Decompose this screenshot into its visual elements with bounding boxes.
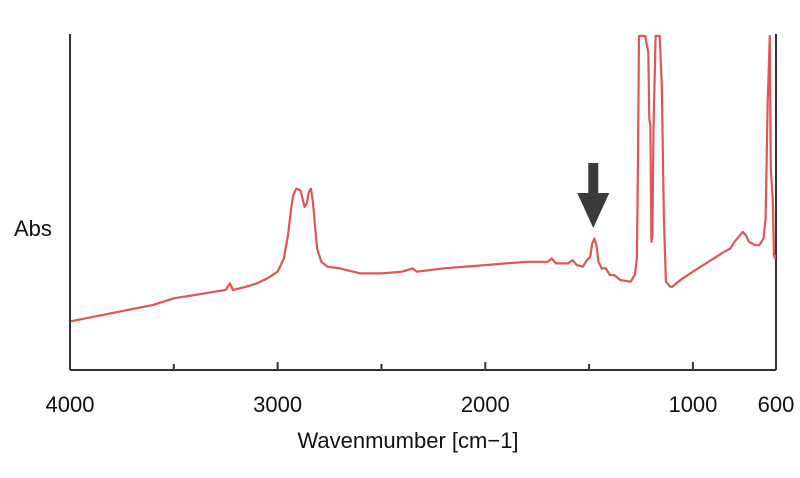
x-tick-label: 600 [758, 392, 795, 417]
x-axis-label: Wavenmumber [cm−1] [297, 428, 518, 453]
labels: Abs Wavenmumber [cm−1] [14, 216, 519, 453]
x-tick-label: 3000 [253, 392, 302, 417]
arrow-down-icon [577, 163, 610, 228]
x-tick-label: 2000 [461, 392, 510, 417]
plot-area [71, 34, 776, 323]
y-axis-label: Abs [14, 216, 52, 241]
axes: 4000 3000 2000 1000 600 [46, 34, 795, 417]
x-tick-label: 1000 [668, 392, 717, 417]
spectrum-line [71, 34, 776, 323]
x-tick-label: 4000 [46, 392, 95, 417]
